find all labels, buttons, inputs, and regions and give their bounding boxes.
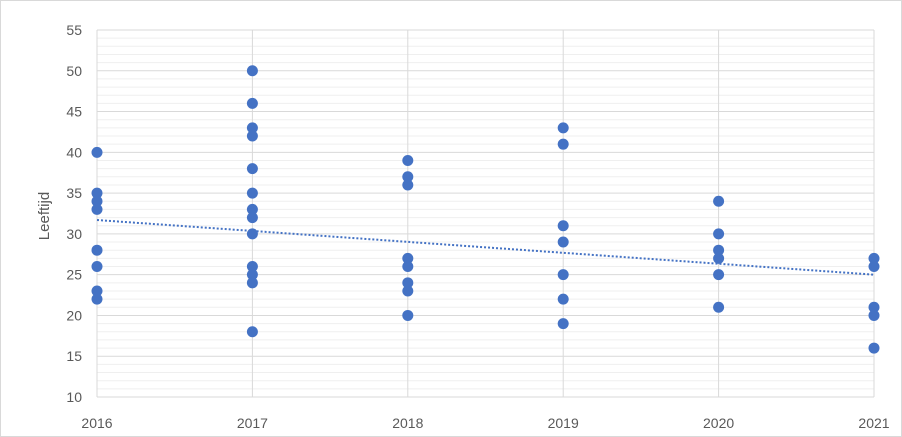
data-point: [91, 285, 103, 297]
data-point: [246, 228, 258, 240]
x-tick-label: 2020: [703, 415, 734, 431]
data-point: [713, 301, 725, 313]
data-point: [246, 261, 258, 273]
y-axis-title: Leeftijd: [36, 192, 53, 240]
y-tick-label: 30: [66, 226, 82, 242]
data-point: [868, 342, 880, 354]
data-point: [557, 236, 569, 248]
data-point: [91, 146, 103, 158]
data-point: [557, 318, 569, 330]
data-point: [402, 154, 414, 166]
x-tick-label: 2016: [81, 415, 112, 431]
y-tick-label: 40: [66, 144, 82, 160]
data-point: [246, 187, 258, 199]
data-point: [402, 179, 414, 191]
trendline-group: [96, 219, 875, 276]
data-point: [91, 293, 103, 305]
data-point: [557, 220, 569, 232]
trendline: [96, 219, 875, 276]
data-point: [713, 244, 725, 256]
data-point: [402, 285, 414, 297]
data-point: [246, 277, 258, 289]
data-point: [246, 163, 258, 175]
x-axis-ticks: 2016 2017 2018 2019 2020 2021: [81, 415, 889, 431]
data-point: [91, 195, 103, 207]
data-point: [868, 309, 880, 321]
data-point: [868, 301, 880, 313]
data-point: [402, 277, 414, 289]
data-point: [246, 130, 258, 142]
data-point: [557, 269, 569, 281]
x-tick-label: 2017: [237, 415, 268, 431]
data-point: [713, 228, 725, 240]
data-point: [557, 293, 569, 305]
data-point: [868, 252, 880, 264]
data-point: [246, 97, 258, 109]
y-tick-label: 15: [66, 348, 82, 364]
y-axis-ticks: 10 15 20 25 30 35 40 45 50 55: [66, 22, 82, 405]
data-points: [91, 65, 880, 354]
data-point: [402, 309, 414, 321]
y-tick-label: 45: [66, 104, 82, 120]
data-point: [713, 252, 725, 264]
data-point: [91, 187, 103, 199]
y-tick-label: 55: [66, 22, 82, 38]
data-point: [246, 122, 258, 134]
data-point: [91, 244, 103, 256]
data-point: [402, 261, 414, 273]
x-tick-label: 2019: [548, 415, 579, 431]
y-tick-label: 25: [66, 267, 82, 283]
y-tick-label: 20: [66, 307, 82, 323]
x-tick-label: 2021: [858, 415, 889, 431]
data-point: [91, 203, 103, 215]
data-point: [402, 171, 414, 183]
data-point: [246, 212, 258, 224]
y-tick-label: 50: [66, 63, 82, 79]
data-point: [557, 138, 569, 150]
gridlines: [96, 29, 875, 398]
data-point: [246, 203, 258, 215]
data-point: [246, 269, 258, 281]
y-tick-label: 35: [66, 185, 82, 201]
data-point: [557, 122, 569, 134]
data-point: [402, 252, 414, 264]
data-point: [868, 261, 880, 273]
data-point: [713, 195, 725, 207]
data-point: [246, 326, 258, 338]
x-tick-label: 2018: [392, 415, 423, 431]
data-point: [246, 65, 258, 77]
data-point: [713, 269, 725, 281]
data-point: [91, 261, 103, 273]
y-tick-label: 10: [66, 389, 82, 405]
